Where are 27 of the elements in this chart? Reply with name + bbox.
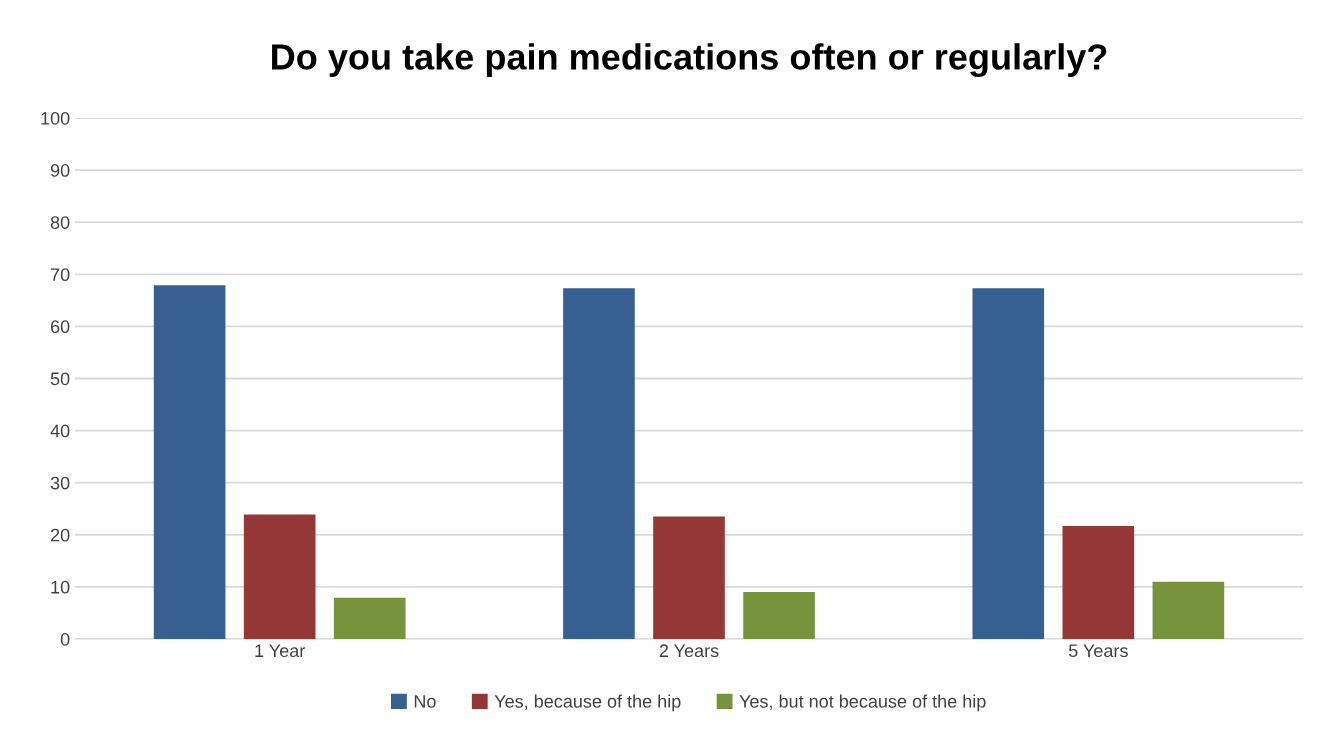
y-tick-label: 70 bbox=[50, 268, 70, 282]
bar bbox=[1062, 525, 1135, 639]
bar bbox=[653, 516, 725, 639]
y-tick-label: 0 bbox=[60, 632, 70, 646]
chart-title: Do you take pain medications often or regularly? bbox=[272, 43, 1107, 78]
y-tick-label: 30 bbox=[50, 476, 70, 490]
y-tick-label: 50 bbox=[50, 372, 70, 386]
bar bbox=[743, 592, 815, 639]
x-tick-label: 2 Years bbox=[659, 644, 719, 658]
y-tick-label: 90 bbox=[50, 164, 70, 177]
legend-label: Yes, but not because of the hip bbox=[739, 694, 986, 712]
bar bbox=[153, 285, 226, 639]
y-tick-label: 80 bbox=[50, 216, 70, 229]
bar bbox=[1152, 581, 1225, 639]
legend-label: Yes, because of the hip bbox=[494, 694, 681, 712]
bar bbox=[563, 288, 635, 639]
y-tick-label: 10 bbox=[51, 580, 70, 594]
bar bbox=[972, 288, 1045, 639]
x-tick-label: 5 Years bbox=[1068, 644, 1128, 658]
x-tick-label: 1 Year bbox=[255, 644, 305, 658]
y-tick-label: 40 bbox=[50, 424, 70, 438]
legend-label: No bbox=[414, 695, 436, 708]
bar bbox=[243, 514, 316, 639]
y-tick-label: 100 bbox=[41, 111, 70, 125]
y-tick-label: 20 bbox=[50, 528, 70, 542]
y-tick-label: 60 bbox=[50, 320, 70, 334]
bar bbox=[333, 597, 406, 639]
